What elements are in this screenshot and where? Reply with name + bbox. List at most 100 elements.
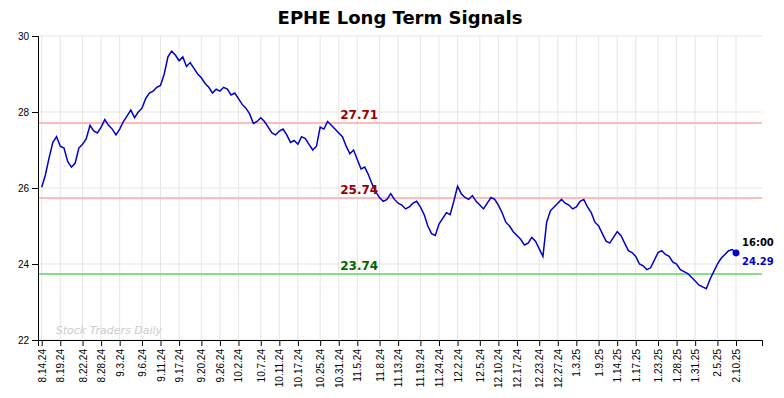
x-tick-label: 12.23.24 — [534, 349, 545, 388]
x-tick: 1.3.25 — [571, 340, 582, 377]
x-tick-label: 10.11.24 — [274, 349, 285, 388]
y-tick-mark — [32, 264, 38, 265]
x-tick-label: 2.10.25 — [731, 349, 742, 383]
x-tick: 8.22.24 — [78, 340, 89, 382]
x-tick-label: 12.2.24 — [453, 349, 464, 383]
chart-svg: Stock Traders Daily 8.14.24 8.19.24 8.22.24… — [0, 0, 784, 398]
x-tick-mark — [695, 340, 696, 346]
x-tick-mark — [420, 340, 421, 346]
x-tick-label: 9.6.24 — [137, 349, 148, 377]
x-tick-label: 11.5.24 — [352, 349, 363, 382]
x-tick: 8.19.24 — [55, 340, 66, 382]
x-tick-mark — [298, 340, 299, 346]
x-tick-mark — [439, 340, 440, 346]
x-tick: 2.5.25 — [712, 340, 723, 377]
x-tick: 1.9.25 — [594, 340, 605, 377]
y-tick-label: 26 — [18, 183, 30, 194]
x-tick-mark — [539, 340, 540, 346]
y-tick-label: 24 — [18, 259, 30, 270]
grid-line-x — [41, 36, 42, 340]
title: EPHE Long Term Signals — [278, 7, 523, 28]
x-tick-mark — [261, 340, 262, 346]
plot: Stock Traders Daily 8.14.24 8.19.24 8.22.24… — [18, 31, 774, 388]
y-tick-mark — [32, 188, 38, 189]
reference-label: 27.71 — [340, 108, 378, 122]
x-tick: 1.17.25 — [631, 340, 642, 382]
x-tick: 9.6.24 — [137, 340, 148, 377]
x-tick-label: 9.20.24 — [196, 349, 207, 383]
grid-line-x — [201, 36, 202, 340]
x-tick-mark — [320, 340, 321, 346]
x-tick-mark — [658, 340, 659, 346]
x-tick: 10.17.24 — [293, 340, 304, 388]
x-tick-label: 12.27.24 — [553, 349, 564, 388]
x-tick-mark — [357, 340, 358, 346]
reference-line — [38, 197, 762, 199]
end-dot — [733, 249, 740, 256]
x-tick-label: 11.8.24 — [375, 349, 386, 382]
x-tick: 11.5.24 — [352, 340, 363, 382]
x-tick-label: 8.14.24 — [37, 349, 48, 383]
grid-line-x — [557, 36, 558, 340]
x-tick-mark — [480, 340, 481, 346]
grid-line-x — [260, 36, 261, 340]
x-tick-mark — [636, 340, 637, 346]
x-tick-mark — [279, 340, 280, 346]
x-tick-mark — [60, 340, 61, 346]
x-tick: 9.26.24 — [215, 340, 226, 382]
end-label: 16:00 — [742, 237, 774, 248]
grid-line-x — [498, 36, 499, 340]
grid-line-x — [635, 36, 636, 340]
x-tick: 12.2.24 — [453, 340, 464, 382]
grid-line-x — [539, 36, 540, 340]
x-tick-label: 10.31.24 — [334, 349, 345, 388]
x-tick-mark — [498, 340, 499, 346]
grid-line-x — [516, 36, 517, 340]
grid-line-x — [398, 36, 399, 340]
grid-line-x — [119, 36, 120, 340]
y-tick-label: 28 — [18, 107, 30, 118]
grid-line-x — [160, 36, 161, 340]
x-tick: 11.8.24 — [375, 340, 386, 382]
x-tick-mark — [120, 340, 121, 346]
reference-label: 23.74 — [340, 259, 378, 273]
x-tick: 10.25.24 — [315, 340, 326, 388]
x-tick: 2.10.25 — [731, 340, 742, 382]
x-tick-mark — [398, 340, 399, 346]
y-tick: 26 — [18, 183, 38, 194]
x-tick-label: 1.28.25 — [672, 349, 683, 383]
grid-line-x — [695, 36, 696, 340]
grid-line-x — [238, 36, 239, 340]
grid-line-x — [141, 36, 142, 340]
x-axis: 8.14.248.19.248.22.248.28.249.3.249.6.24… — [37, 340, 763, 388]
x-tick-label: 12.10.24 — [493, 349, 504, 388]
grid-line-x — [658, 36, 659, 340]
x-tick-mark — [142, 340, 143, 346]
x-tick-mark — [101, 340, 102, 346]
x-tick-mark — [179, 340, 180, 346]
x-tick-label: 1.23.25 — [653, 349, 664, 383]
reference-line — [38, 122, 762, 124]
watermark: Stock Traders Daily — [56, 324, 163, 337]
x-tick-label: 10.17.24 — [293, 349, 304, 388]
x-tick: 10.31.24 — [334, 340, 345, 388]
x-axis-line — [39, 341, 763, 347]
x-tick: 8.14.24 — [37, 340, 48, 382]
x-tick-label: 9.17.24 — [174, 349, 185, 383]
x-tick-label: 11.13.24 — [393, 349, 404, 388]
x-tick-mark — [677, 340, 678, 346]
x-tick: 10.2.24 — [233, 340, 244, 382]
x-tick: 11.19.24 — [415, 340, 426, 387]
x-tick-label: 12.17.24 — [512, 349, 523, 388]
x-tick-label: 10.7.24 — [256, 349, 267, 383]
x-tick-mark — [161, 340, 162, 346]
x-tick: 9.17.24 — [174, 340, 185, 382]
x-tick: 9.11.24 — [156, 340, 167, 382]
x-tick-mark — [617, 340, 618, 346]
end-value-label: 24.29 — [742, 256, 774, 267]
grid-line-x — [297, 36, 298, 340]
grid-line-x — [717, 36, 718, 340]
x-tick-mark — [517, 340, 518, 346]
grid-line-x — [598, 36, 599, 340]
y-tick-mark — [32, 340, 38, 341]
